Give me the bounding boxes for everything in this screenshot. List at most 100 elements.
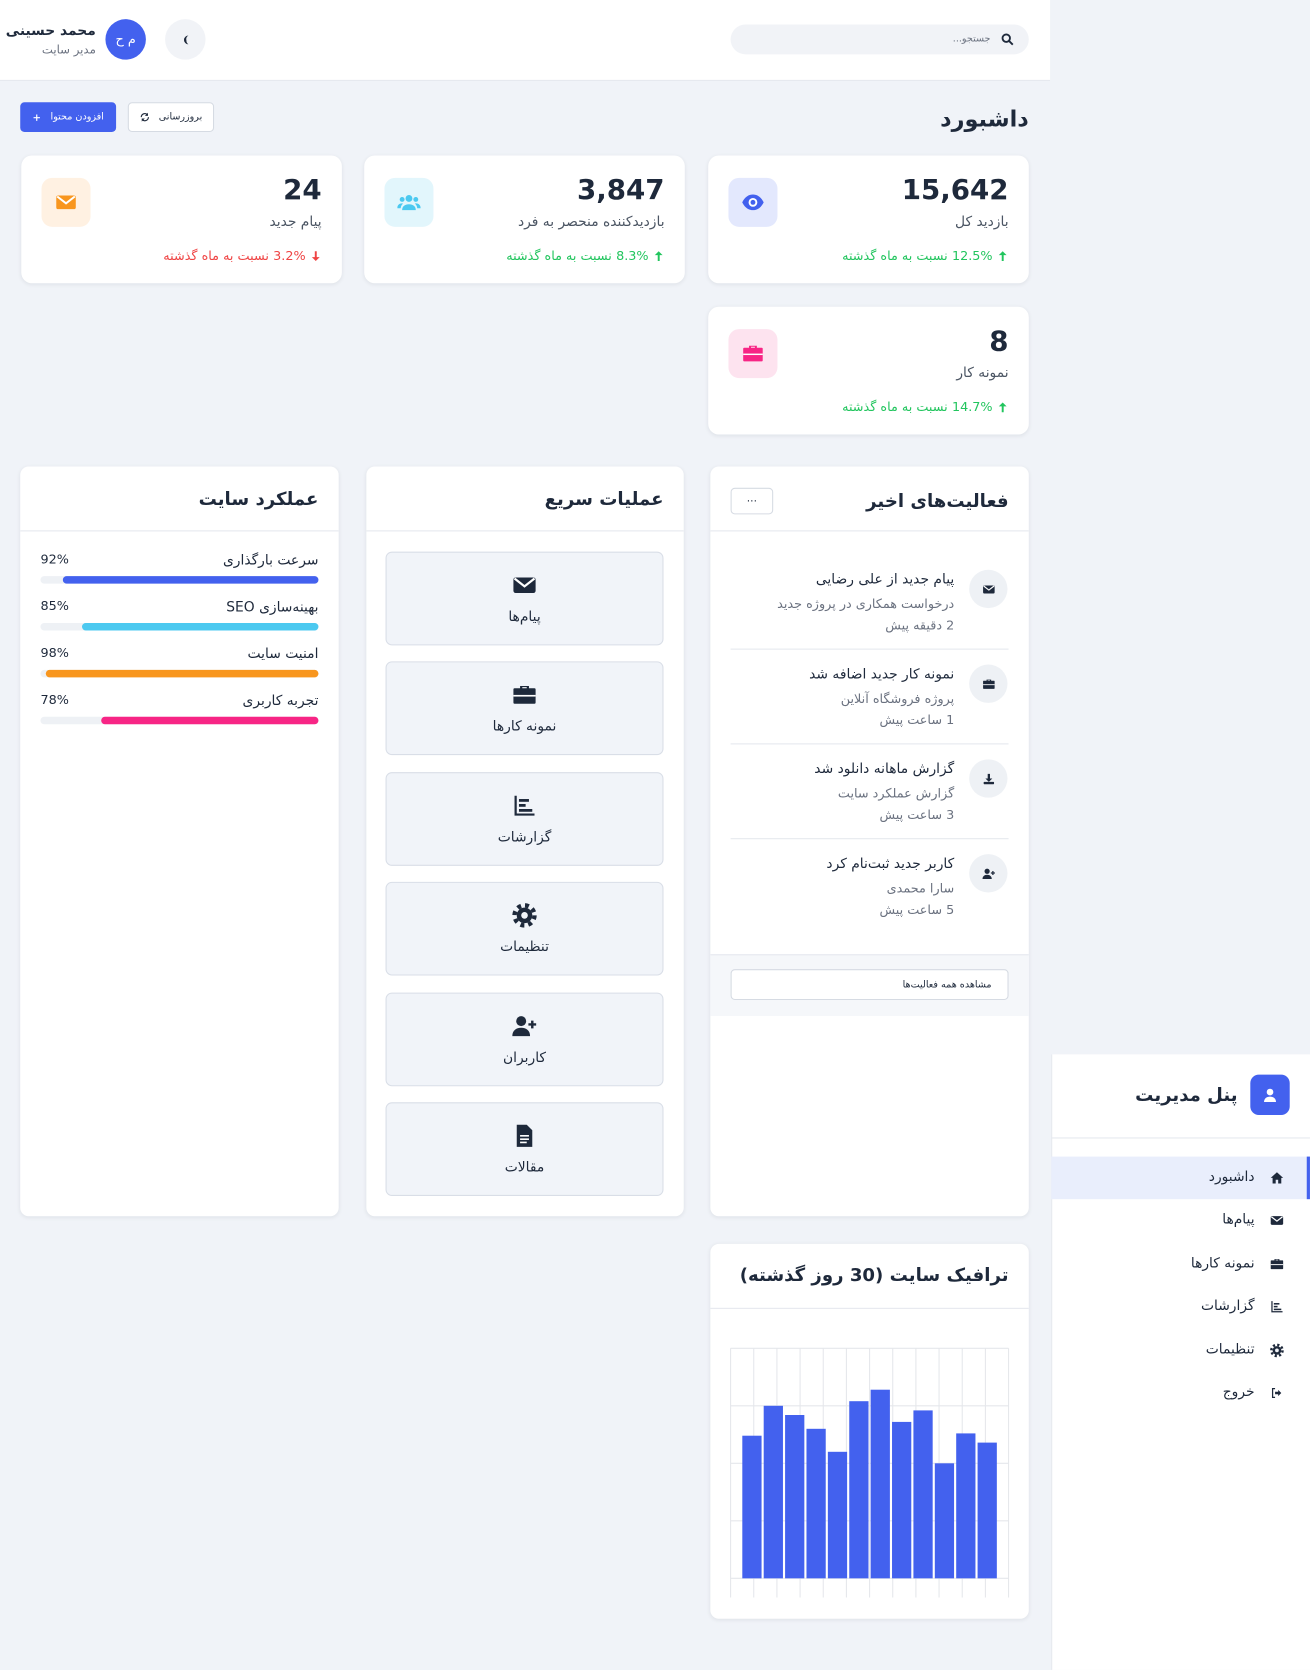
menu-label: خروج — [1222, 1384, 1255, 1401]
stat-label: بازدید کل — [955, 214, 1009, 231]
icon-shape — [527, 1020, 536, 1028]
briefcase-icon — [1270, 1259, 1284, 1270]
quick-action-button[interactable] — [385, 881, 664, 976]
gear-icon — [1270, 1343, 1284, 1358]
icon-shape — [519, 1134, 529, 1143]
userplus-icon — [511, 1015, 536, 1036]
icon-shape — [654, 250, 663, 261]
user-name: محمد حسینی — [5, 23, 96, 40]
activity-desc: گزارش عملکرد سایت — [837, 785, 955, 801]
activity-desc: درخواست همکاری در پروژه جدید — [777, 596, 955, 612]
activity-title: نمونه کار جدید اضافه شد — [809, 666, 955, 683]
quick-actions-title: عملیات سریع — [544, 488, 664, 511]
view-all-label: مشاهده همه فعالیت‌ها — [902, 979, 992, 991]
icon-shape — [311, 250, 320, 261]
icon-shape — [1271, 1301, 1283, 1313]
moon-icon — [183, 35, 188, 44]
search-icon — [1001, 33, 1014, 46]
activity-title: کاربر جدید ثبت‌نام کرد — [826, 856, 955, 873]
icon-shape — [1271, 1388, 1276, 1398]
add-content-button[interactable]: افزودن محتوا — [20, 102, 117, 133]
quick-action-button[interactable] — [385, 551, 664, 646]
stat-change-note: نسبت به ماه گذشته — [506, 248, 612, 264]
menu-item[interactable] — [1051, 1156, 1310, 1200]
sidebar-title: پنل مدیریت — [1135, 1085, 1238, 1107]
traffic-chart — [730, 1347, 1010, 1598]
sidebar-divider — [1051, 1137, 1310, 1139]
stat-change-note: نسبت به ماه گذشته — [842, 399, 948, 415]
icon-shape — [520, 911, 528, 919]
activity-divider — [730, 648, 1009, 650]
button-label: افزودن محتوا — [50, 111, 104, 123]
activity-title: گزارش ماهانه دانلود شد — [814, 761, 955, 778]
icon-shape — [982, 683, 995, 685]
icon-shape — [1264, 1096, 1277, 1102]
avatar-initials: م ح — [115, 31, 136, 47]
userplus-icon — [981, 868, 995, 879]
stat-change-note: نسبت به ماه گذشته — [842, 248, 948, 264]
activities-title: فعالیت‌های اخیر — [866, 490, 1009, 513]
stat-change-value: 14.7% — [951, 399, 993, 415]
icon-shape — [1270, 1172, 1284, 1184]
sidebar-logo — [1250, 1074, 1290, 1116]
quick-action-label: تنظیمات — [500, 939, 549, 956]
icon-shape — [982, 585, 994, 591]
quick-action-label: گزارشات — [497, 829, 552, 846]
bar — [870, 1389, 890, 1579]
stat-icon-box — [384, 177, 434, 227]
icon-shape — [511, 1027, 530, 1036]
icon-shape — [405, 195, 413, 202]
stat-value: 8 — [989, 325, 1009, 358]
briefcase-icon — [982, 679, 995, 689]
icon-shape — [518, 808, 532, 812]
user-icon — [1264, 1088, 1277, 1102]
bar — [785, 1415, 805, 1579]
quick-action-button[interactable] — [385, 661, 664, 756]
more-label: ... — [746, 493, 757, 505]
quick-action-button[interactable] — [385, 772, 664, 866]
activity-time: 5 ساعت پیش — [879, 902, 955, 917]
icon-shape — [1001, 33, 1011, 43]
icon-shape — [413, 196, 419, 202]
icon-shape — [1270, 1343, 1284, 1358]
stat-value: 15,642 — [901, 174, 1009, 207]
envelope-icon — [982, 584, 995, 593]
refresh-button[interactable]: بروزرسانی — [127, 102, 215, 133]
bar — [892, 1421, 912, 1579]
chart-icon — [513, 795, 534, 816]
view-all-button[interactable]: مشاهده همه فعالیت‌ها — [730, 969, 1009, 1001]
icon-shape — [1270, 1259, 1284, 1270]
stat-change: 14.7% نسبت به ماه گذشته — [842, 396, 1008, 417]
plus-icon — [34, 113, 41, 121]
activity-desc: پروژه فروشگاه آنلاین — [840, 691, 955, 707]
performance-title: عملکرد سایت — [198, 488, 319, 511]
quick-action-button[interactable] — [385, 992, 664, 1087]
panel-divider — [366, 530, 684, 532]
more-button[interactable]: ... — [730, 487, 774, 515]
bar — [956, 1433, 976, 1579]
quick-action-label: کاربران — [502, 1050, 547, 1067]
search-box[interactable] — [730, 24, 1029, 55]
quick-action-button[interactable] — [385, 1102, 664, 1196]
activity-icon-circle — [969, 854, 1008, 893]
down-icon — [311, 250, 320, 261]
progress-fill — [62, 576, 319, 584]
icon-shape — [1275, 1389, 1282, 1397]
sync-icon — [140, 112, 150, 122]
icon-shape — [1275, 1348, 1279, 1353]
icon-shape — [511, 902, 537, 928]
menu-label: پیام‌ها — [1222, 1211, 1255, 1228]
envelope-icon — [56, 195, 76, 210]
icon-shape — [34, 113, 41, 121]
panel-divider — [20, 530, 339, 532]
activity-divider — [730, 838, 1009, 840]
stat-change: 12.5% نسبت به ماه گذشته — [842, 245, 1008, 266]
activity-time: 3 ساعت پیش — [879, 807, 955, 823]
icon-shape — [1273, 1308, 1282, 1311]
icon-shape — [1273, 1303, 1280, 1305]
metric-name: بهینه‌سازی SEO — [226, 599, 319, 616]
menu-label: نمونه کارها — [1190, 1255, 1255, 1272]
stat-change-note: نسبت به ماه گذشته — [163, 248, 269, 264]
icon-shape — [1266, 1088, 1274, 1095]
up-icon — [998, 401, 1007, 412]
